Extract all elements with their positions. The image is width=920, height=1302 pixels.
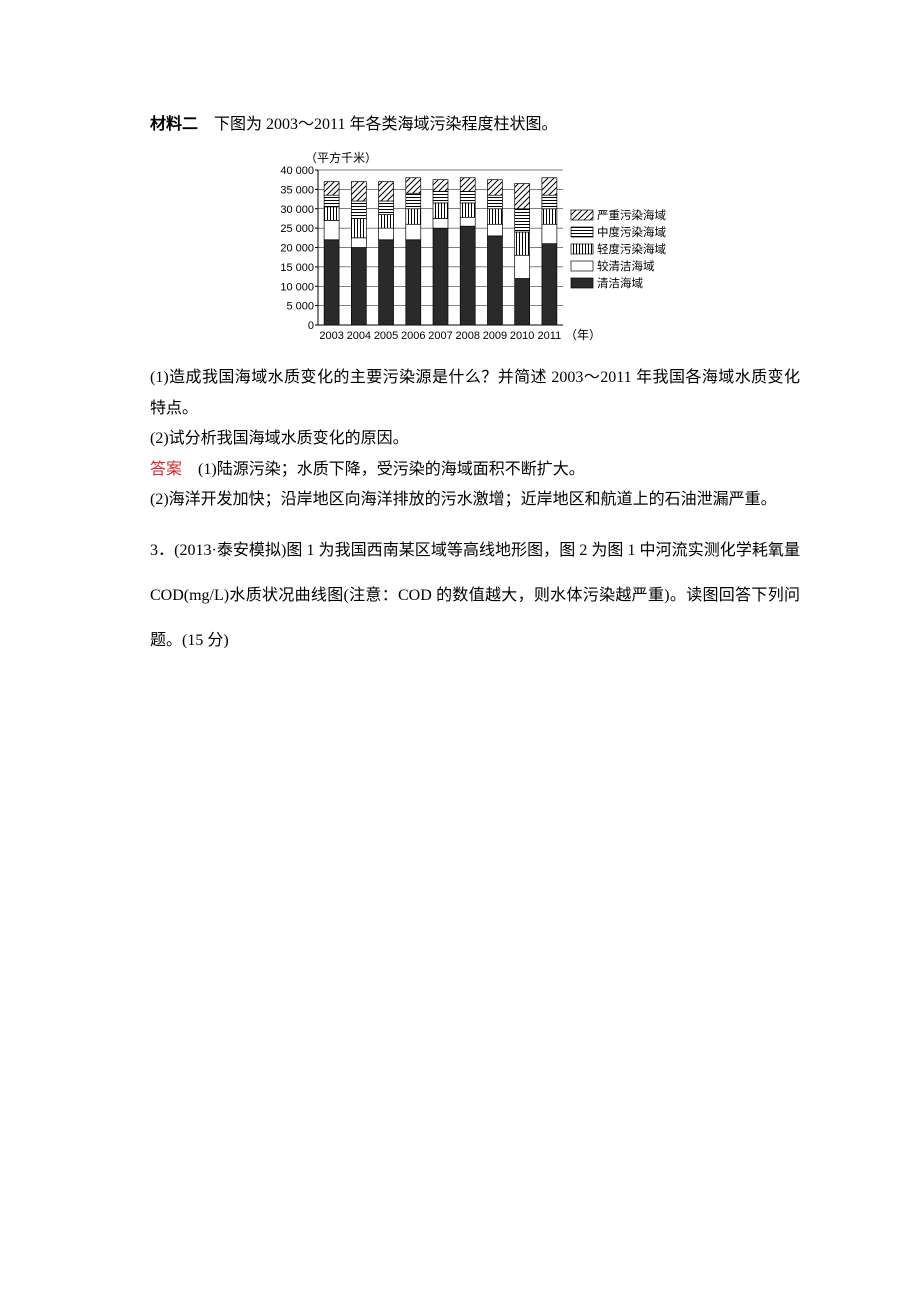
- answer-1: (1)陆源污染；水质下降，受污染的海域面积不断扩大。: [198, 461, 585, 478]
- svg-text:15 000: 15 000: [280, 262, 314, 274]
- answer-2: (2)海洋开发加快；沿岸地区向海洋排放的污水激增；近岸地区和航道上的石油泄漏严重…: [150, 485, 800, 515]
- svg-text:2010: 2010: [510, 330, 534, 342]
- svg-text:（年）: （年）: [565, 328, 601, 342]
- question-2: (2)试分析我国海域水质变化的原因。: [150, 424, 800, 454]
- material-caption-line: 材料二 下图为 2003～2011 年各类海域污染程度柱状图。: [150, 110, 800, 140]
- svg-text:2003: 2003: [319, 330, 343, 342]
- material-label: 材料二: [150, 116, 198, 133]
- svg-text:中度污染海域: 中度污染海域: [597, 225, 666, 239]
- pollution-chart: （平方千米） 0 5 000 10 000 15 000 20 000 25 000 30 0…: [260, 148, 690, 353]
- svg-text:轻度污染海域: 轻度污染海域: [597, 242, 666, 256]
- page-root: 材料二 下图为 2003～2011 年各类海域污染程度柱状图。 （平方千米） 0 5…: [0, 0, 920, 664]
- q3-number: 3．: [150, 542, 174, 559]
- svg-text:2007: 2007: [428, 330, 452, 342]
- svg-text:5 000: 5 000: [286, 301, 314, 313]
- svg-text:2006: 2006: [401, 330, 425, 342]
- svg-text:严重污染海域: 严重污染海域: [597, 208, 666, 222]
- question-3: 3．(2013·泰安模拟)图 1 为我国西南某区域等高线地形图，图 2 为图 1…: [150, 529, 800, 663]
- svg-text:30 000: 30 000: [280, 204, 314, 216]
- material-caption: 下图为 2003～2011 年各类海域污染程度柱状图。: [214, 116, 557, 133]
- question-1: (1)造成我国海域水质变化的主要污染源是什么？并简述 2003～2011 年我国…: [150, 363, 800, 424]
- svg-text:25 000: 25 000: [280, 224, 314, 236]
- svg-text:2004: 2004: [347, 330, 371, 342]
- svg-text:20 000: 20 000: [280, 243, 314, 255]
- q3-text-head: (2013·泰安模拟)图 1 为我国西南某区域等高线地形图，图 2 为图 1 中…: [150, 542, 800, 649]
- svg-text:（平方千米）: （平方千米）: [305, 150, 377, 165]
- chart-svg: （平方千米） 0 5 000 10 000 15 000 20 000 25 000 30 0…: [260, 148, 690, 353]
- answer-block: 答案 (1)陆源污染；水质下降，受污染的海域面积不断扩大。: [150, 455, 800, 485]
- svg-text:较清洁海域: 较清洁海域: [597, 259, 655, 273]
- svg-text:2009: 2009: [483, 330, 507, 342]
- svg-text:35 000: 35 000: [280, 185, 314, 197]
- svg-text:0: 0: [308, 320, 314, 332]
- svg-text:清洁海域: 清洁海域: [597, 276, 643, 290]
- svg-text:2011: 2011: [538, 330, 562, 342]
- svg-text:10 000: 10 000: [280, 282, 314, 294]
- svg-text:40 000: 40 000: [280, 165, 314, 177]
- answer-label: 答案: [150, 461, 182, 478]
- svg-text:2008: 2008: [455, 330, 479, 342]
- svg-text:2005: 2005: [374, 330, 398, 342]
